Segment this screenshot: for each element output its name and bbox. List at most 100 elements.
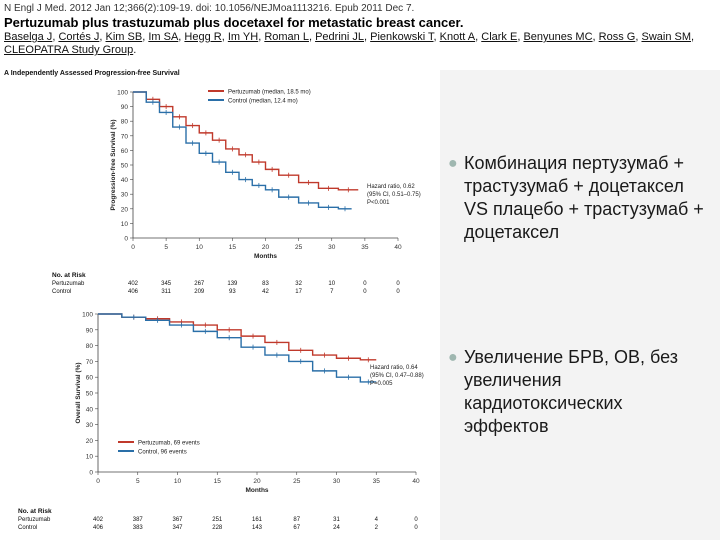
y-tick-label: 30 <box>121 192 129 199</box>
y-tick-label: 0 <box>89 470 93 477</box>
y-tick-label: 30 <box>86 422 94 429</box>
risk-value: 0 <box>414 517 418 523</box>
y-tick-label: 40 <box>121 177 129 184</box>
author-link[interactable]: Roman L <box>264 31 309 43</box>
x-tick-label: 0 <box>131 244 135 251</box>
x-tick-label: 30 <box>333 478 341 485</box>
hazard-ratio-text: P=0.005 <box>370 381 393 387</box>
risk-value: 251 <box>212 517 223 523</box>
author-link[interactable]: Pienkowski T <box>370 31 434 43</box>
y-tick-label: 90 <box>121 104 129 111</box>
hazard-ratio-text: P<0.001 <box>367 200 390 206</box>
hazard-ratio-text: (95% CI, 0.47–0.88) <box>370 373 424 379</box>
citation: N Engl J Med. 2012 Jan 12;366(2):109-19.… <box>4 2 716 57</box>
bullet-dot-icon: ● <box>448 349 458 366</box>
risk-value: 406 <box>93 525 104 531</box>
risk-value: 345 <box>161 281 172 287</box>
y-tick-label: 60 <box>121 148 129 155</box>
author-list: Baselga J, Cortés J, Kim SB, Im SA, Hegg… <box>4 31 695 56</box>
risk-value: 24 <box>333 525 340 531</box>
x-tick-label: 40 <box>394 244 402 251</box>
risk-value: 209 <box>194 289 205 295</box>
y-tick-label: 0 <box>124 236 128 243</box>
author-link[interactable]: Clark E <box>481 31 518 43</box>
y-tick-label: 60 <box>86 375 94 382</box>
risk-value: 311 <box>161 289 171 295</box>
author-link[interactable]: Hegg R <box>184 31 222 43</box>
risk-row-label: Control <box>52 289 71 295</box>
citation-reference: N Engl J Med. 2012 Jan 12;366(2):109-19.… <box>4 3 415 14</box>
author-link[interactable]: Ross G <box>598 31 636 43</box>
x-tick-label: 35 <box>373 478 381 485</box>
author-link[interactable]: Knott A <box>439 31 476 43</box>
author-link[interactable]: Pedrini JL <box>315 31 365 43</box>
y-tick-label: 100 <box>117 90 128 97</box>
risk-value: 387 <box>133 517 144 523</box>
risk-value: 7 <box>330 289 334 295</box>
x-tick-label: 20 <box>253 478 261 485</box>
hazard-ratio-text: Hazard ratio, 0.62 <box>367 184 415 190</box>
y-tick-label: 50 <box>86 391 94 398</box>
risk-value: 347 <box>172 525 183 531</box>
hazard-ratio-text: Hazard ratio, 0.64 <box>370 365 418 371</box>
risk-value: 383 <box>133 525 144 531</box>
y-tick-label: 90 <box>86 327 94 334</box>
x-tick-label: 25 <box>293 478 301 485</box>
author-link[interactable]: Benyunes MC <box>523 31 593 43</box>
x-tick-label: 15 <box>214 478 222 485</box>
author-link[interactable]: Im SA <box>148 31 179 43</box>
x-tick-label: 5 <box>164 244 168 251</box>
legend-label: Pertuzumab (median, 18.5 mo) <box>228 90 311 96</box>
survival-curve-pertuzumab <box>133 91 359 191</box>
risk-value: 402 <box>93 517 104 523</box>
survival-curve-pertuzumab <box>98 313 377 361</box>
panel-a-label: A Independently Assessed Progression-fre… <box>4 70 180 77</box>
risk-value: 0 <box>363 289 367 295</box>
risk-value: 83 <box>262 281 269 287</box>
author-link[interactable]: Baselga J <box>4 31 53 43</box>
y-tick-label: 80 <box>121 119 129 126</box>
x-tick-label: 30 <box>328 244 336 251</box>
survival-curve-control <box>133 91 352 210</box>
y-tick-label: 20 <box>86 438 94 445</box>
bullet-text: Увеличение БРВ, ОВ, без увеличения карди… <box>464 347 678 436</box>
risk-value: 0 <box>414 525 418 531</box>
risk-row-label: Control <box>18 525 37 531</box>
risk-value: 0 <box>396 281 400 287</box>
slide-text-panel <box>440 70 720 540</box>
risk-value: 4 <box>375 517 379 523</box>
bullet-dot-icon: ● <box>448 155 458 172</box>
x-tick-label: 20 <box>262 244 270 251</box>
x-tick-label: 5 <box>136 478 140 485</box>
bullet-item: ● Комбинация пертузумаб + трастузумаб + … <box>448 152 712 244</box>
risk-value: 161 <box>252 517 263 523</box>
risk-value: 31 <box>333 517 340 523</box>
risk-value: 143 <box>252 525 263 531</box>
risk-table-header: No. at Risk <box>18 508 52 515</box>
risk-value: 267 <box>194 281 205 287</box>
risk-value: 0 <box>363 281 367 287</box>
risk-table-header: No. at Risk <box>52 272 86 279</box>
y-tick-label: 70 <box>86 359 94 366</box>
y-tick-label: 70 <box>121 133 129 140</box>
author-link[interactable]: Cortés J <box>58 31 100 43</box>
risk-value: 42 <box>262 289 269 295</box>
y-tick-label: 50 <box>121 163 129 170</box>
bullet-item: ● Увеличение БРВ, ОВ, без увеличения кар… <box>448 346 712 438</box>
x-axis-label: Months <box>245 487 268 494</box>
x-tick-label: 10 <box>196 244 204 251</box>
y-axis-label: Progression-free Survival (%) <box>110 119 117 210</box>
risk-value: 406 <box>128 289 139 295</box>
author-link[interactable]: Kim SB <box>105 31 143 43</box>
legend-label: Control, 96 events <box>138 450 187 456</box>
legend-label: Control (median, 12.4 mo) <box>228 99 298 105</box>
risk-value: 0 <box>396 289 400 295</box>
hazard-ratio-text: (95% CI, 0.51–0.75) <box>367 192 421 198</box>
author-link[interactable]: CLEOPATRA Study Group <box>4 44 134 56</box>
risk-row-label: Pertuzumab <box>52 281 85 287</box>
author-link[interactable]: Im YH <box>227 31 259 43</box>
author-link[interactable]: Swain SM <box>641 31 692 43</box>
risk-row-label: Pertuzumab <box>18 517 51 523</box>
y-tick-label: 10 <box>86 454 94 461</box>
